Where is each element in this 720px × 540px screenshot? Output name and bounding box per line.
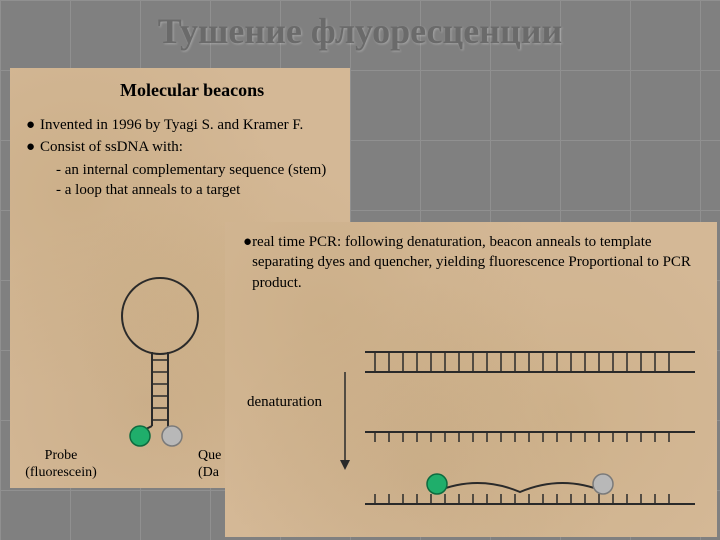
quench-label-2: (Da: [198, 465, 219, 480]
page-title: Тушение флуоресценции: [0, 0, 720, 56]
sub-2: - a loop that anneals to a target: [26, 180, 340, 200]
bullet-2-text: Consist of ssDNA with:: [40, 137, 183, 157]
rt-bullet-text: real time PCR: following denaturation, b…: [252, 232, 699, 293]
dna-diagram: [225, 332, 717, 532]
quench-label-1: Que: [198, 448, 221, 463]
probe-label-2: (fluorescein): [25, 465, 97, 480]
bullet-1: ●Invented in 1996 by Tyagi S. and Kramer…: [26, 115, 340, 135]
subheading: Molecular beacons: [10, 68, 350, 109]
sub-1: - an internal complementary sequence (st…: [26, 160, 340, 180]
right-panel: ● real time PCR: following denaturation,…: [225, 222, 717, 537]
probe-label-1: Probe: [45, 448, 78, 463]
right-text: ● real time PCR: following denaturation,…: [225, 222, 717, 293]
bullet-1-text: Invented in 1996 by Tyagi S. and Kramer …: [40, 115, 303, 135]
bullet-2: ●Consist of ssDNA with:: [26, 137, 340, 157]
probe-label: Probe (fluorescein): [16, 448, 106, 482]
bullet-list: ●Invented in 1996 by Tyagi S. and Kramer…: [10, 109, 350, 200]
dna-svg: [225, 332, 717, 532]
rt-bullet: ● real time PCR: following denaturation,…: [243, 232, 699, 293]
